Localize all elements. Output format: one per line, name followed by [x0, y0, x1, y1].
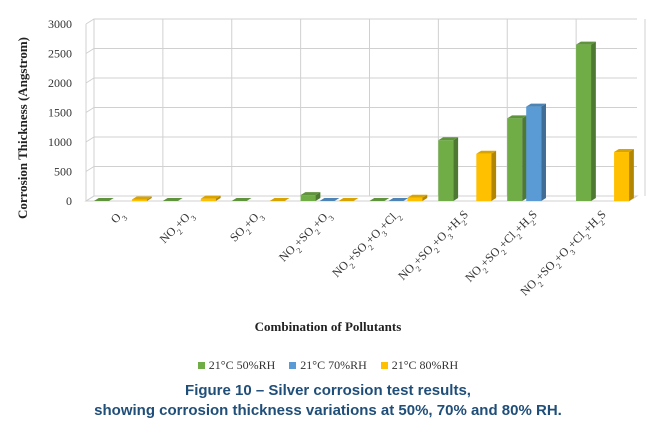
bar [614, 149, 634, 201]
bar-front [438, 140, 454, 201]
bar-side [491, 150, 497, 201]
bar-side [522, 115, 527, 201]
y-tick-label: 2000 [48, 76, 72, 90]
bar-front [407, 197, 423, 201]
legend-item-70rh: 21°C 70%RH [289, 358, 367, 373]
bar-side [315, 192, 321, 201]
bar-front [614, 152, 630, 201]
bar [438, 137, 459, 201]
bar [576, 41, 596, 202]
bar-front [526, 106, 542, 201]
bar [200, 195, 221, 201]
legend-item-80rh: 21°C 80%RH [380, 358, 459, 373]
caption-line-1: Figure 10 – Silver corrosion test result… [185, 382, 471, 399]
bar-top [507, 115, 527, 119]
x-axis: O3NO2+O3SO2+O3NO2+SO2+O3NO2+SO2+O3+Cl2NO… [108, 207, 609, 298]
bar-side [146, 196, 152, 201]
y-tick-label: 3000 [48, 17, 72, 31]
gridline [85, 107, 637, 113]
bar [526, 103, 546, 201]
legend-label-50rh: 21°C 50%RH [208, 358, 276, 372]
gridline [85, 18, 637, 25]
y-tick-label: 0 [66, 194, 72, 208]
bar [407, 194, 428, 201]
bar [507, 115, 527, 201]
gridline [85, 77, 637, 84]
gridline [85, 136, 637, 143]
bar [369, 198, 390, 201]
legend-swatch-70rh [289, 362, 297, 369]
bar [388, 198, 409, 201]
legend-label-80rh: 21°C 80%RH [391, 358, 459, 372]
bar-top [576, 41, 596, 45]
bar-top [614, 149, 634, 153]
y-axis-title: Corrosion Thickness (Angstrom) [15, 37, 30, 219]
bar-top [269, 198, 290, 201]
bar-side [629, 149, 634, 201]
y-tick-label: 2500 [48, 47, 72, 61]
bar-front [476, 153, 492, 201]
bar-top [407, 194, 428, 198]
bar-front [576, 44, 592, 202]
bar-side [453, 137, 459, 201]
bar-side [422, 194, 428, 201]
x-tick-label: NO2+SO2+O3 [276, 207, 336, 267]
x-tick-label: NO2+SO2+O3+H2S [395, 207, 473, 285]
gridlines [84, 18, 646, 202]
bar-top [231, 198, 252, 201]
bar-top [131, 196, 152, 200]
bar [269, 198, 290, 201]
x-tick-label: SO2+O3 [227, 207, 267, 247]
legend-item-50rh: 21°C 50%RH [197, 358, 276, 373]
x-tick-label: NO2+O3 [157, 207, 198, 248]
legend-swatch-80rh [380, 362, 388, 369]
bar-top [526, 103, 546, 107]
bar-top [369, 198, 390, 201]
bar-top [388, 198, 409, 201]
bar [319, 198, 340, 201]
bar-top [438, 137, 459, 141]
caption-line-2: showing corrosion thickness variations a… [94, 402, 562, 419]
bar-top [476, 150, 497, 154]
bar-top [200, 195, 221, 199]
bar [231, 198, 252, 201]
y-tick-label: 500 [54, 165, 72, 179]
bar-top [319, 198, 340, 201]
bar [93, 198, 114, 201]
x-tick-label: NO2+SO2+Cl2+H2S [462, 207, 542, 287]
y-axis: 0 500 1000 1500 2000 2500 3000 [48, 17, 72, 208]
y-tick-label: 1500 [48, 106, 72, 120]
x-tick-label: NO2+SO2+O3+Cl2 [329, 207, 404, 282]
bar-top [338, 198, 359, 201]
legend: 21°C 50%RH 21°C 70%RH 21°C 80%RH [0, 358, 656, 373]
bar-side [591, 41, 596, 202]
bar [162, 198, 183, 201]
bar-top [300, 192, 321, 196]
bar-side [541, 103, 546, 201]
bar-top [93, 198, 114, 201]
x-tick-label: O3 [108, 207, 129, 228]
bar [300, 192, 321, 201]
bar-front [300, 195, 316, 201]
bar-front [200, 198, 216, 201]
x-axis-title: Combination of Pollutants [255, 319, 402, 334]
bar [338, 198, 359, 201]
bar [476, 150, 497, 201]
y-tick-label: 1000 [48, 135, 72, 149]
bars [93, 41, 634, 202]
figure-caption: Figure 10 – Silver corrosion test result… [0, 381, 656, 421]
bar-top [162, 198, 183, 201]
gridline [85, 48, 637, 54]
bar-front [507, 118, 523, 201]
gridline [85, 166, 637, 172]
bar-side [215, 195, 221, 201]
legend-swatch-50rh [197, 362, 205, 369]
legend-label-70rh: 21°C 70%RH [300, 358, 367, 372]
bar-front [131, 199, 147, 201]
bar [131, 196, 152, 201]
